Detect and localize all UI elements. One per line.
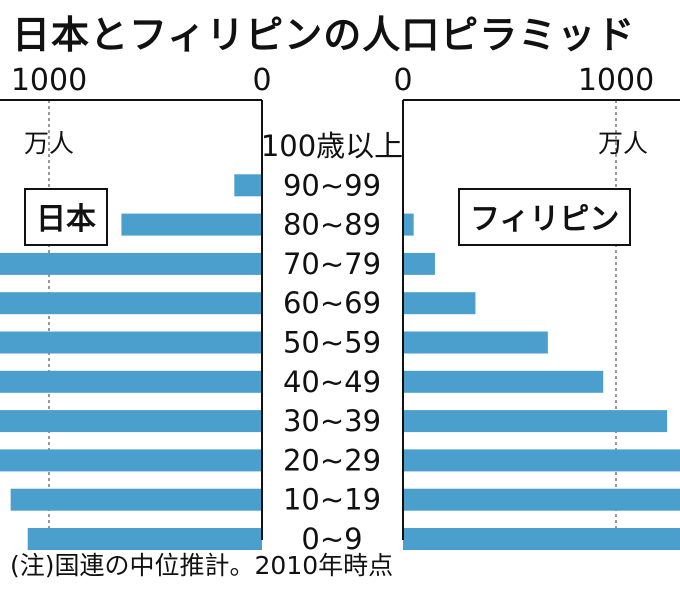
- bar-philippines: [403, 331, 548, 354]
- bars: [0, 135, 680, 550]
- bar-japan: [0, 370, 263, 393]
- bar-philippines: [403, 449, 680, 472]
- age-label: 100歳以上: [261, 129, 403, 163]
- left-tick-label: 1000: [11, 63, 87, 98]
- right-tick-label: 0: [393, 63, 412, 98]
- bar-japan: [0, 331, 263, 354]
- age-label: 60~69: [283, 286, 381, 320]
- bar-philippines: [403, 252, 435, 275]
- labels: 200010000010002000万人万人100歳以上90~9980~8970…: [11, 63, 654, 556]
- bar-japan: [121, 213, 262, 236]
- axes: [0, 99, 680, 540]
- right-unit-label: 万人: [598, 129, 648, 158]
- age-label: 20~29: [283, 443, 381, 477]
- bar-philippines: [403, 410, 668, 433]
- bar-philippines: [403, 370, 604, 393]
- bar-japan: [0, 449, 263, 472]
- chart-title: 日本とフィリピンの人口ピラミッド: [12, 13, 636, 57]
- bar-japan: [27, 528, 263, 550]
- bar-japan: [10, 488, 262, 511]
- bar-japan: [0, 252, 262, 275]
- age-label: 40~49: [283, 365, 381, 399]
- legend-philippines: フィリピン: [458, 188, 632, 246]
- age-label: 90~99: [283, 168, 381, 202]
- legend-japan: 日本: [24, 188, 108, 246]
- age-label: 0~9: [301, 522, 362, 556]
- age-label: 70~79: [283, 247, 381, 281]
- left-unit-label: 万人: [24, 129, 74, 158]
- bar-japan: [0, 410, 262, 433]
- bar-japan: [234, 174, 262, 197]
- age-label: 80~89: [283, 208, 381, 242]
- age-label: 30~39: [283, 404, 381, 438]
- bar-philippines: [403, 213, 414, 236]
- bar-philippines: [403, 528, 680, 550]
- age-label: 10~19: [283, 483, 381, 517]
- bar-japan: [0, 292, 262, 315]
- left-tick-label: 0: [252, 63, 271, 98]
- right-tick-label: 1000: [578, 63, 654, 98]
- bar-philippines: [403, 488, 680, 511]
- age-label: 50~59: [283, 326, 381, 360]
- bar-philippines: [403, 292, 476, 315]
- footnote: (注)国連の中位推計。2010年時点: [10, 551, 394, 580]
